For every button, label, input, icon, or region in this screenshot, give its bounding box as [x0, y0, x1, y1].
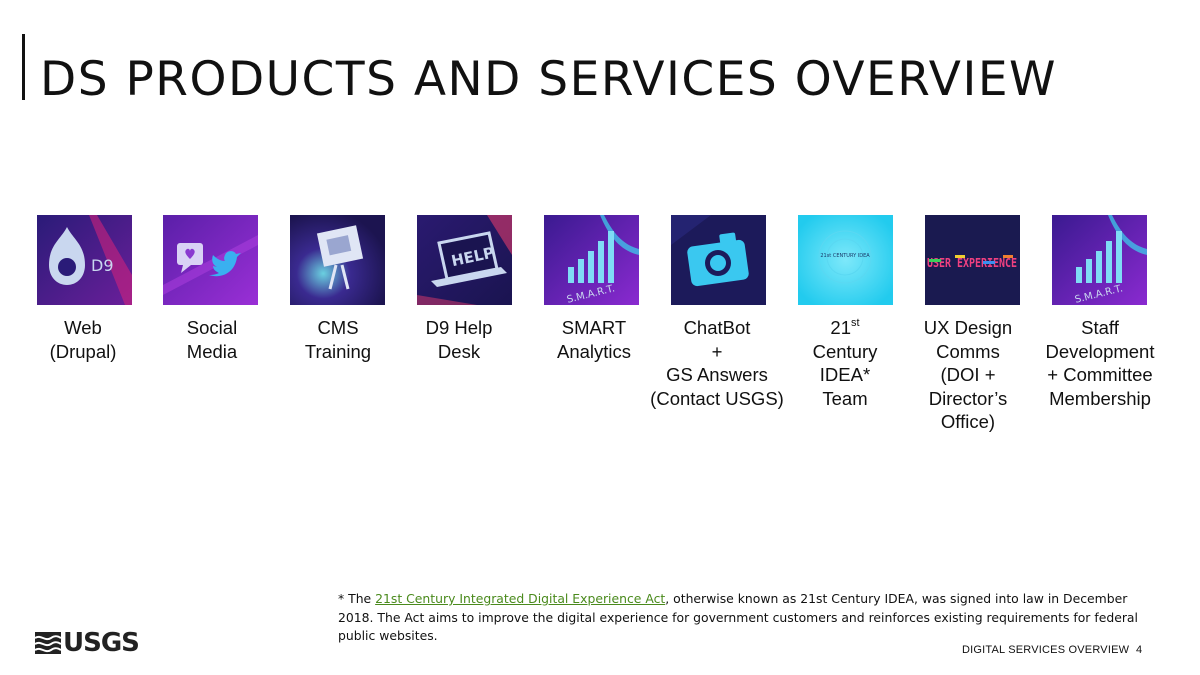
camera-icon — [671, 215, 766, 305]
product-label-web: Web (Drupal) — [49, 317, 117, 362]
usgs-logo-text: USGS — [63, 628, 140, 658]
title-accent-bar — [22, 34, 25, 100]
product-label-smart-analytics: SMART Analytics — [556, 317, 632, 362]
product-tiles: D9 — [0, 215, 1200, 305]
footer-label: DIGITAL SERVICES OVERVIEW — [962, 644, 1130, 656]
product-label-cms-training: CMS Training — [304, 317, 372, 362]
idea-act-link[interactable]: 21st Century Integrated Digital Experien… — [375, 591, 666, 606]
presentation-board-icon — [290, 215, 385, 305]
svg-text:USER EXPERIENCE: USER EXPERIENCE — [927, 256, 1017, 270]
svg-text:D9: D9 — [91, 256, 114, 275]
slide-title: DS PRODUCTS AND SERVICES OVERVIEW — [40, 52, 1057, 107]
social-media-icon — [163, 215, 258, 305]
product-label-21st-century-idea: 21st Century IDEA* Team — [812, 317, 878, 409]
ux-experience-icon: USER EXPERIENCE — [925, 215, 1020, 305]
product-label-d9-help-desk: D9 Help Desk — [425, 317, 493, 362]
usgs-logo: USGS — [35, 628, 140, 658]
footnote: * The 21st Century Integrated Digital Ex… — [338, 591, 1138, 643]
drupal-d9-icon: D9 — [37, 215, 132, 305]
svg-text:21st CENTURY IDEA: 21st CENTURY IDEA — [820, 253, 870, 259]
product-label-ux-design-comms: UX Design Comms (DOI + Director’s Office… — [923, 317, 1013, 432]
product-label-social-media: Social Media — [186, 317, 238, 362]
idea-seal-icon: 21st CENTURY IDEA — [798, 215, 893, 305]
smart-bar-chart-icon: S.M.A.R.T. — [544, 215, 639, 305]
product-label-chatbot: ChatBot + GS Answers (Contact USGS) — [650, 317, 784, 409]
help-laptop-icon: HELP — [417, 215, 512, 305]
product-label-staff-development: Staff Development + Committee Membership — [1045, 317, 1155, 409]
page-number: 4 — [1136, 644, 1143, 656]
smart-bar-chart-icon: S.M.A.R.T. — [1052, 215, 1147, 305]
usgs-wave-icon — [35, 632, 61, 654]
